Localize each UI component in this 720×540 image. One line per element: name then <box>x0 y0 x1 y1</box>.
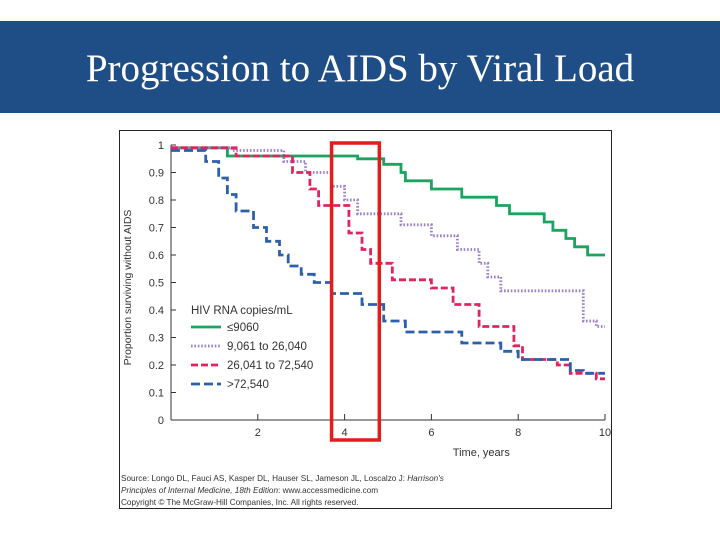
y-tick-label-7: 0.7 <box>149 223 164 235</box>
x-tick-label-3: 8 <box>515 427 521 439</box>
x-tick-label-2: 6 <box>428 427 434 439</box>
y-tick-label-6: 0.6 <box>149 250 164 262</box>
y-tick-label-0: 0 <box>158 415 164 427</box>
y-tick-label-2: 0.2 <box>149 360 164 372</box>
y-tick-label-8: 0.8 <box>149 195 164 207</box>
legend-label-0: ≤9060 <box>227 322 259 334</box>
figure-frame <box>119 130 612 509</box>
survival-chart: 0 0.1 0.2 0.3 0.4 0.5 0.6 0.7 0.8 0.9 1 2 4 6 8 10 Time,… <box>122 140 611 459</box>
figure-source: Source: Longo DL, Fauci AS, Kasper DL, H… <box>121 473 609 509</box>
legend-label-3: >72,540 <box>227 379 269 391</box>
highlight-box <box>329 141 382 442</box>
x-axis-title: Time, years <box>453 447 511 459</box>
series-line-0 <box>171 146 605 257</box>
legend-title: HIV RNA copies/mL <box>191 305 293 317</box>
y-tick-label-5: 0.5 <box>149 278 164 290</box>
y-tick-label-4: 0.4 <box>149 305 164 317</box>
y-tick-label-3: 0.3 <box>149 333 164 345</box>
x-tick-label-0: 2 <box>255 427 261 439</box>
legend-label-2: 26,041 to 72,540 <box>227 360 313 372</box>
y-axis-title: Proportion surviving without AIDS <box>122 210 134 366</box>
y-tick-label-10: 1 <box>158 140 164 152</box>
series-line-1 <box>171 146 605 328</box>
slide-title: Progression to AIDS by Viral Load <box>85 47 635 90</box>
series-line-3 <box>171 149 605 375</box>
title-bar <box>0 21 720 113</box>
source-line-2: Principles of Internal Medicine, 18th Ed… <box>121 486 379 495</box>
series-line-2 <box>171 146 605 381</box>
copyright-line: Copyright © The McGraw-Hill Companies, I… <box>121 498 359 507</box>
y-tick-label-1: 0.1 <box>149 388 164 400</box>
legend-label-1: 9,061 to 26,040 <box>227 341 307 353</box>
y-tick-label-9: 0.9 <box>149 168 164 180</box>
x-tick-label-1: 4 <box>342 427 348 439</box>
source-line-1: Source: Longo DL, Fauci AS, Kasper DL, H… <box>121 474 444 483</box>
x-tick-label-4: 10 <box>599 427 611 439</box>
